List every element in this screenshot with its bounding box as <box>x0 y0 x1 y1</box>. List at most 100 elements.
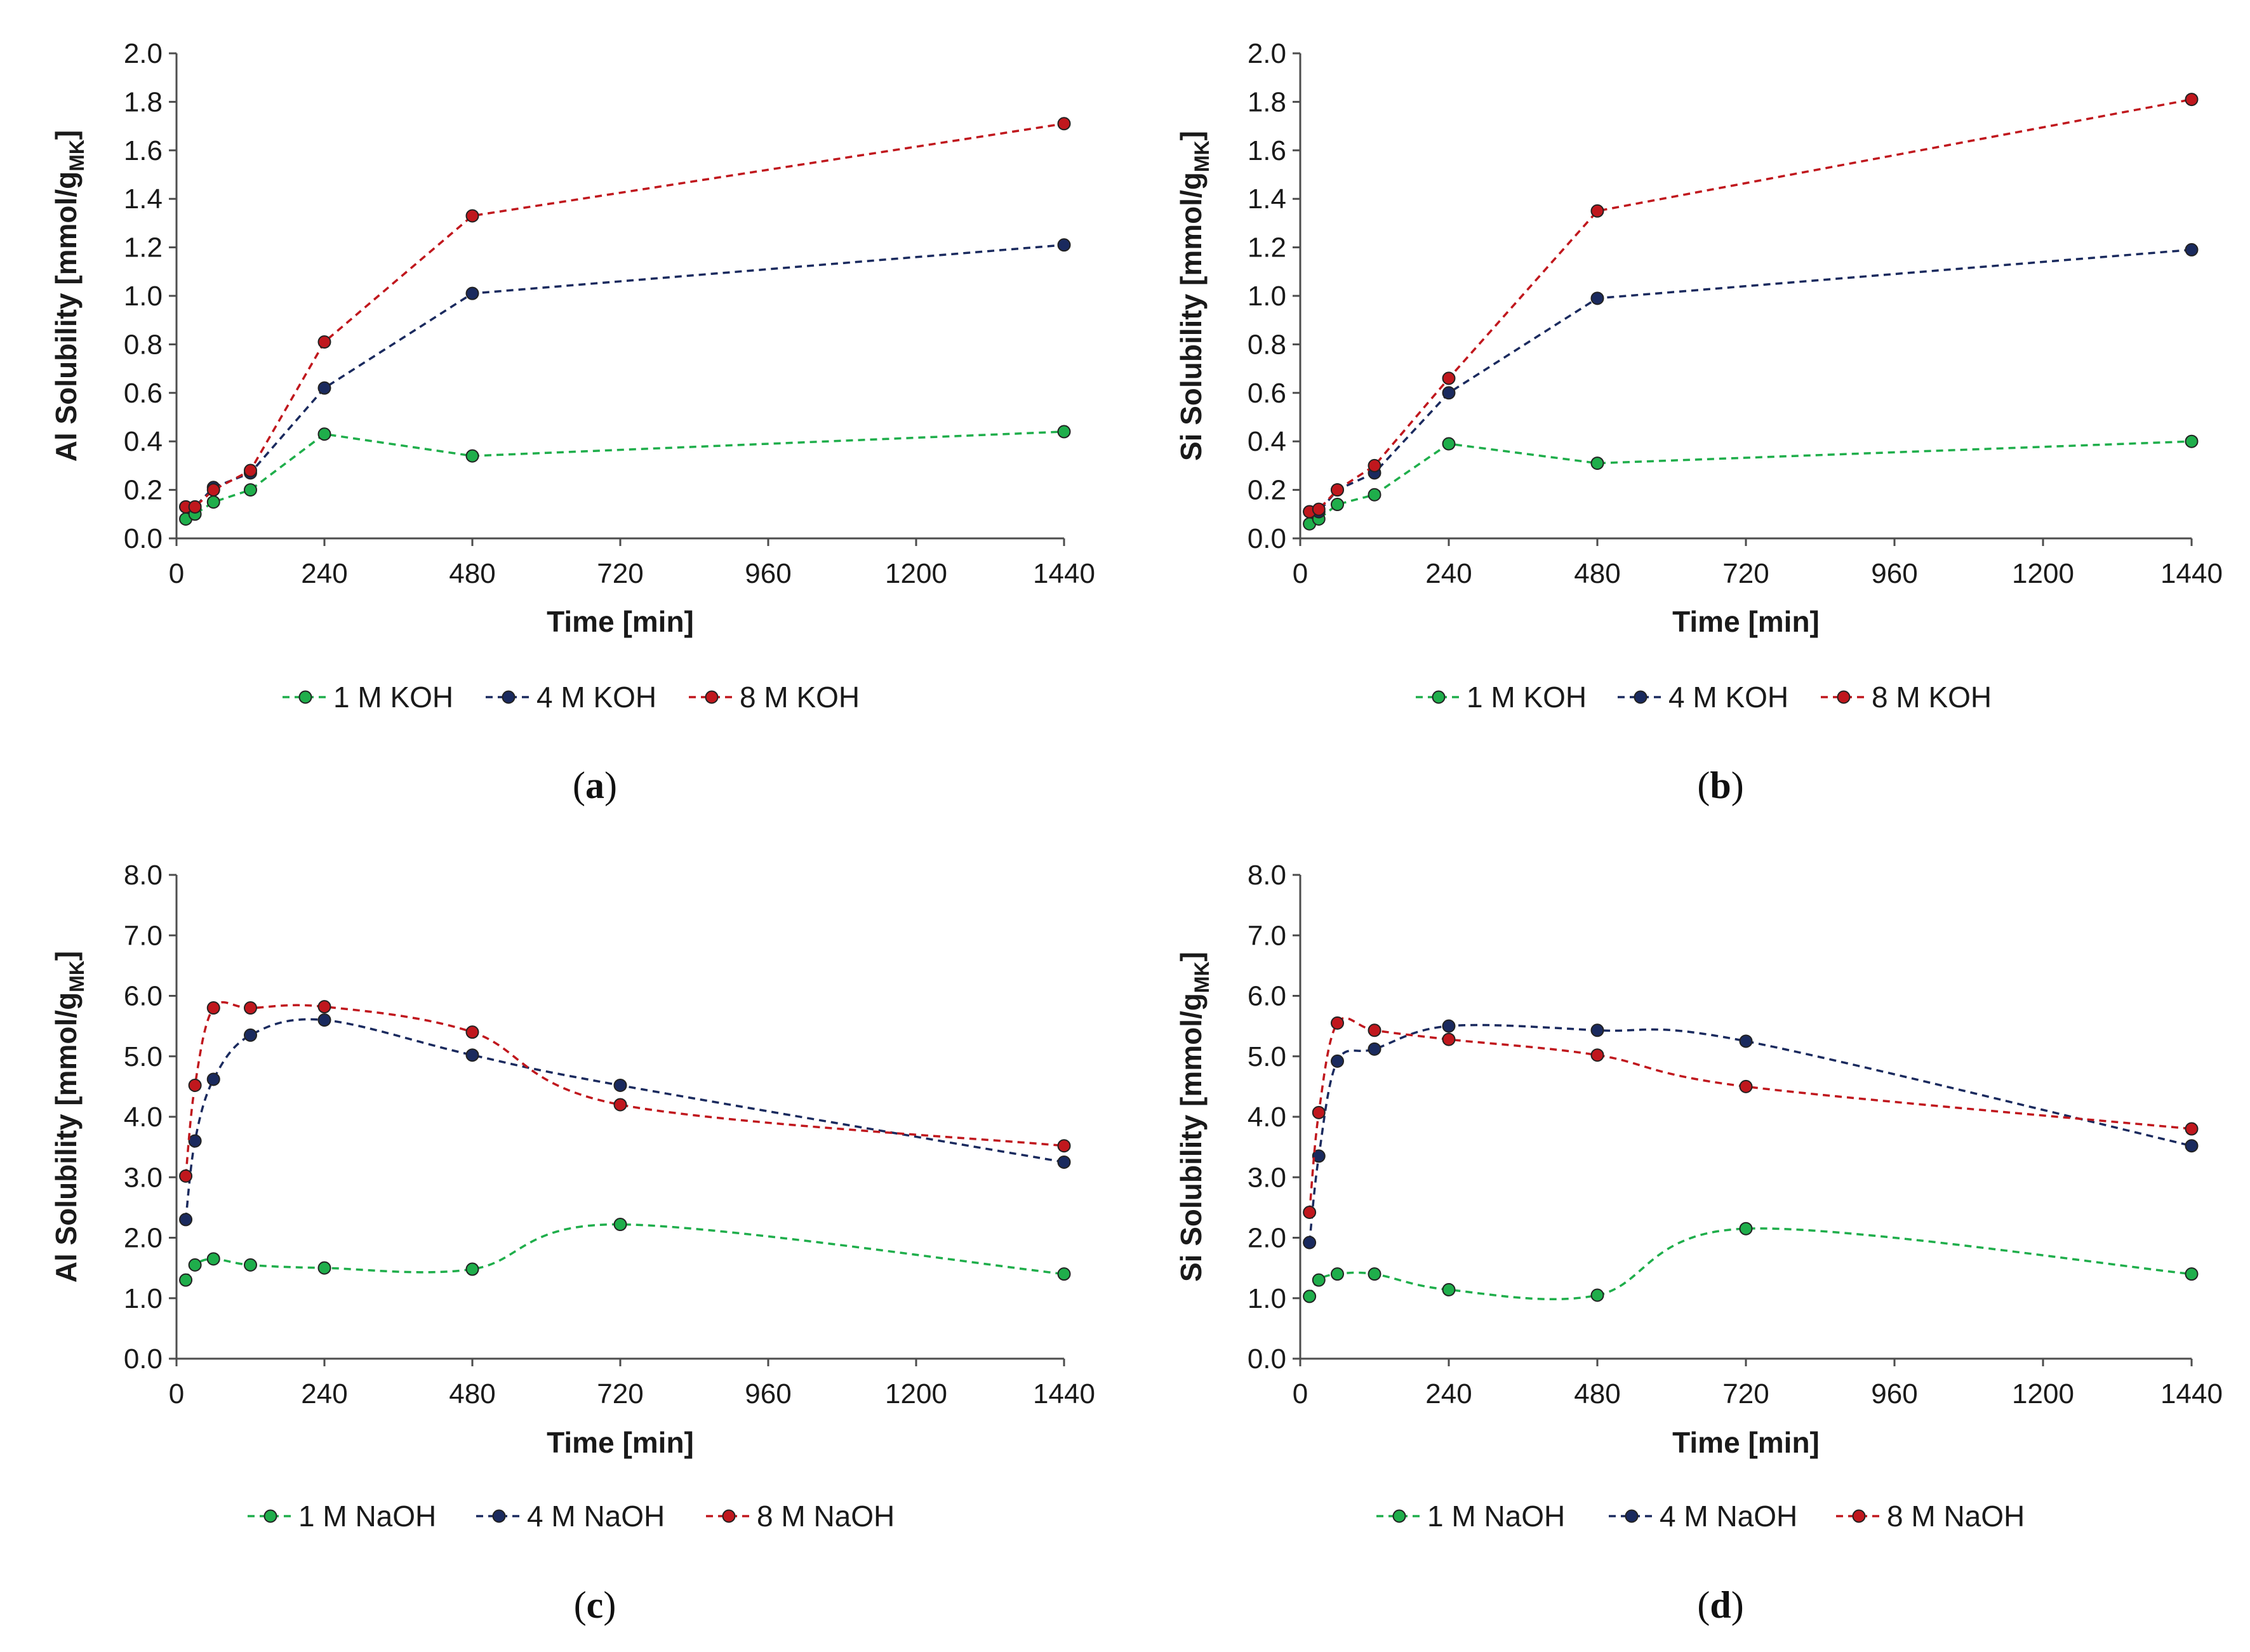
data-point <box>1331 1016 1344 1030</box>
x-tick-label: 240 <box>1425 1378 1472 1409</box>
data-point <box>2185 243 2199 256</box>
data-point <box>179 1273 193 1287</box>
data-point <box>1442 386 1456 400</box>
series-1M <box>1303 1222 2199 1303</box>
y-tick-label: 1.0 <box>1248 281 1286 312</box>
x-tick-label: 720 <box>1722 1378 1769 1409</box>
data-point <box>1368 488 1381 502</box>
legend-label: 8 M KOH <box>740 681 860 714</box>
data-point <box>1590 1288 1604 1302</box>
data-point <box>1303 1236 1317 1249</box>
data-point <box>465 449 479 463</box>
data-point <box>2185 1139 2199 1153</box>
series-line <box>184 1018 1065 1220</box>
data-point <box>465 1025 479 1039</box>
legend-label: 1 M KOH <box>333 681 453 714</box>
data-point <box>613 1098 627 1112</box>
data-point <box>1442 1019 1456 1033</box>
x-tick-label: 960 <box>745 1378 791 1409</box>
data-point <box>317 1261 331 1275</box>
data-point <box>1590 1023 1604 1037</box>
x-tick-label: 1440 <box>2160 558 2223 589</box>
data-point <box>317 1013 331 1027</box>
x-tick-label: 1200 <box>2012 1378 2074 1409</box>
x-tick-label: 240 <box>1425 558 1472 589</box>
data-point <box>1442 1032 1456 1046</box>
series-4M <box>1303 1019 2199 1249</box>
legend-label: 1 M KOH <box>1467 681 1587 714</box>
data-point <box>179 1169 193 1183</box>
series-line <box>1308 1227 2192 1300</box>
y-tick-label: 2.0 <box>1248 1223 1286 1254</box>
data-point <box>2185 93 2199 107</box>
data-point <box>1331 1267 1344 1281</box>
data-point <box>206 1072 220 1086</box>
x-tick-label: 720 <box>1722 558 1769 589</box>
legend-label: 4 M KOH <box>1668 681 1788 714</box>
x-tick-label: 960 <box>1871 1378 1917 1409</box>
series-line <box>1308 440 2192 525</box>
x-tick-label: 1200 <box>885 558 947 589</box>
y-tick-label: 1.2 <box>124 232 163 263</box>
y-tick-label: 4.0 <box>1248 1102 1286 1133</box>
x-tick-label: 1440 <box>2160 1378 2223 1409</box>
panel-b: 0.0 0.2 0.4 0.6 0.8 1.0 1.2 1.4 1.6 1.8 2.0 0 240 480… <box>1175 38 2223 806</box>
y-tick-label: 1.4 <box>124 183 163 215</box>
legend-label: 4 M NaOH <box>527 1500 665 1533</box>
legend-marker <box>1837 690 1851 704</box>
panel-caption: (d) <box>1697 1584 1743 1626</box>
x-tick-label: 480 <box>449 1378 495 1409</box>
y-tick-label: 8.0 <box>124 860 163 891</box>
data-point <box>1442 1282 1456 1296</box>
y-axis-title-close: ] <box>50 951 83 961</box>
data-point <box>613 1218 627 1232</box>
data-point <box>206 483 220 497</box>
y-tick-label: 0.4 <box>1248 426 1286 457</box>
legend-marker <box>1625 1509 1639 1523</box>
panel-caption: (b) <box>1697 764 1743 806</box>
y-axis-title-main: Al Solubility [mmol/g <box>50 171 83 462</box>
data-point <box>188 1078 202 1092</box>
data-point <box>1368 458 1381 472</box>
series-1M <box>179 1218 1071 1287</box>
series-8M <box>179 1000 1071 1183</box>
y-axis-title: Al Solubility [mmol/gMK] <box>50 130 88 462</box>
series-line <box>184 1001 1065 1176</box>
y-tick-label: 7.0 <box>1248 920 1286 951</box>
y-tick-label: 6.0 <box>1248 981 1286 1012</box>
y-tick-label: 1.8 <box>1248 86 1286 117</box>
legend-marker <box>1392 1509 1406 1523</box>
x-tick-label: 240 <box>301 558 347 589</box>
y-tick-label: 0.2 <box>1248 475 1286 506</box>
data-point <box>206 1001 220 1015</box>
series-4M <box>1303 243 2199 519</box>
x-axis-title: Time [min] <box>547 1426 694 1459</box>
y-tick-label: 1.6 <box>1248 135 1286 166</box>
legend-label: 4 M NaOH <box>1660 1500 1797 1533</box>
y-tick-label: 0.8 <box>1248 329 1286 360</box>
data-point <box>244 483 257 497</box>
data-point <box>1442 437 1456 451</box>
data-point <box>1057 117 1071 131</box>
y-tick-label: 2.0 <box>124 1223 163 1254</box>
y-tick-label: 1.0 <box>124 1283 163 1314</box>
series-line <box>1308 1023 2192 1243</box>
series-1M <box>179 425 1071 526</box>
data-point <box>1312 1149 1326 1163</box>
y-axis-title-subscript: MK <box>65 140 88 171</box>
y-tick-label: 1.2 <box>1248 232 1286 263</box>
data-point <box>1057 1267 1071 1281</box>
x-tick-label: 0 <box>1293 1378 1308 1409</box>
y-tick-label: 5.0 <box>124 1041 163 1072</box>
x-tick-label: 480 <box>1574 1378 1620 1409</box>
y-tick-label: 0.0 <box>124 1343 163 1375</box>
y-tick-label: 5.0 <box>1248 1041 1286 1072</box>
series-line <box>1309 248 2192 513</box>
data-point <box>465 1048 479 1062</box>
data-point <box>1303 1289 1317 1303</box>
x-tick-label: 0 <box>169 558 184 589</box>
y-tick-label: 1.4 <box>1248 183 1286 215</box>
y-axis-title-subscript: MK <box>1190 140 1213 172</box>
data-point <box>465 1262 479 1276</box>
